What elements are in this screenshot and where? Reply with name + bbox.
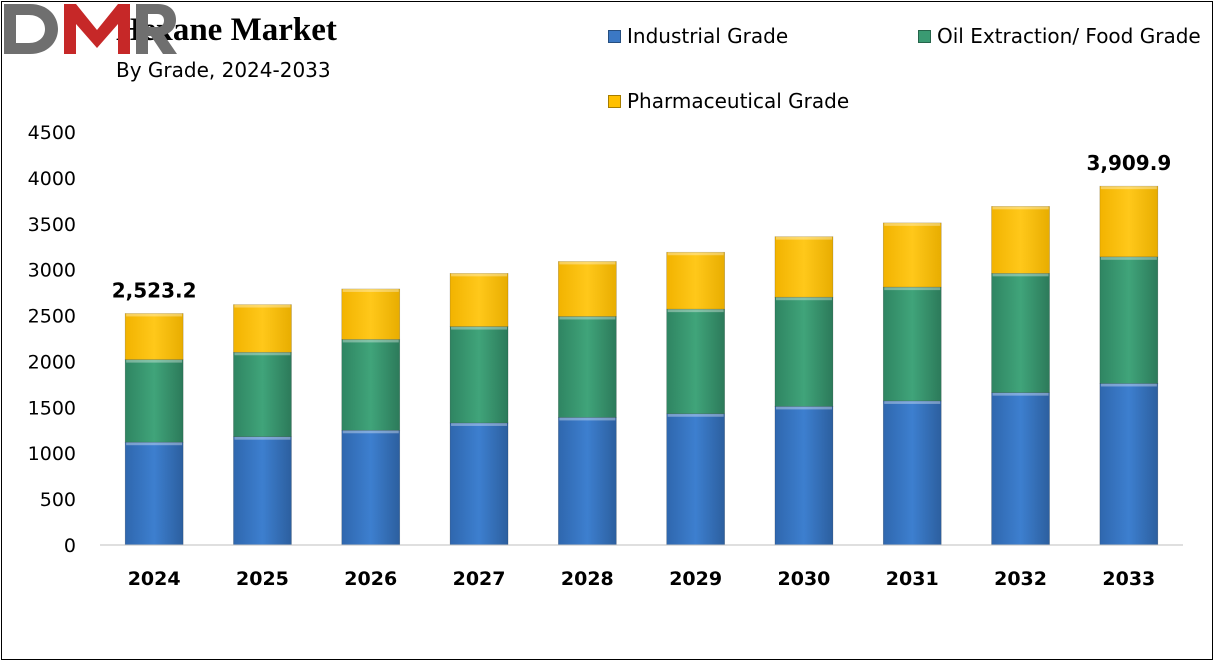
legend-item-pharma: Pharmaceutical Grade [608, 89, 849, 113]
bar-pharma-2030 [774, 236, 834, 298]
x-tick-label: 2029 [669, 568, 722, 590]
bar-industrial-2026 [341, 429, 401, 546]
bar-oil-food-2031 [882, 286, 942, 402]
bar-pharma-2033 [1099, 185, 1159, 258]
bar-pharma-2026 [341, 288, 401, 340]
x-tick-label: 2033 [1102, 568, 1155, 590]
legend-swatch-pharma [608, 94, 621, 108]
dmr-logo [4, 4, 177, 54]
bar-oil-food-2029 [666, 308, 725, 415]
bar-bevel-industrial-2033 [1100, 383, 1157, 387]
data-label-2024: 2,523.2 [112, 278, 197, 302]
y-tick-label: 500 [40, 489, 76, 511]
x-tick-label: 2026 [344, 568, 397, 590]
bar-bevel-pharma-2029 [667, 252, 724, 256]
bar-bevel-industrial-2032 [992, 392, 1049, 396]
legend-label-pharma: Pharmaceutical Grade [627, 89, 850, 113]
bar-bevel-industrial-2030 [775, 406, 832, 410]
y-tick-label: 1000 [28, 443, 76, 465]
bar-oil-food-2024 [124, 359, 184, 443]
bar-bevel-industrial-2024 [126, 442, 183, 446]
legend-label-industrial: Industrial Grade [627, 24, 789, 48]
x-tick-label: 2027 [453, 568, 506, 590]
bar-bevel-oil-food-2032 [992, 273, 1049, 277]
bar-bevel-pharma-2026 [342, 288, 399, 292]
bar-bevel-pharma-2030 [775, 236, 832, 240]
bar-bevel-oil-food-2033 [1100, 256, 1157, 260]
bar-pharma-2024 [124, 313, 184, 360]
bar-oil-food-2032 [991, 273, 1050, 393]
bars [124, 185, 1159, 546]
bar-oil-food-2027 [449, 326, 509, 424]
legend-item-oil-food: Oil Extraction/ Food Grade [918, 24, 1201, 48]
bar-oil-food-2030 [774, 296, 834, 407]
bar-industrial-2024 [124, 441, 184, 546]
legend-item-industrial: Industrial Grade [608, 24, 788, 48]
bar-industrial-2025 [233, 436, 292, 546]
annotations: 2,523.2 3,909.9 [112, 151, 1171, 302]
bar-bevel-pharma-2032 [992, 206, 1049, 210]
legend-label-oil-food: Oil Extraction/ Food Grade [937, 24, 1201, 48]
bar-bevel-pharma-2027 [451, 273, 508, 277]
bar-bevel-industrial-2028 [559, 417, 616, 421]
bar-bevel-industrial-2026 [342, 430, 399, 434]
y-tick-label: 4000 [28, 168, 76, 190]
y-tick-label: 3000 [28, 260, 76, 282]
bar-pharma-2031 [882, 222, 942, 288]
bar-oil-food-2026 [341, 339, 401, 431]
bar-bevel-oil-food-2027 [451, 326, 508, 330]
bar-pharma-2029 [666, 251, 725, 310]
bar-bevel-industrial-2027 [451, 422, 508, 426]
bar-pharma-2027 [449, 273, 509, 327]
bar-industrial-2031 [882, 400, 942, 546]
bar-bevel-oil-food-2031 [884, 287, 941, 291]
bar-bevel-oil-food-2028 [559, 316, 616, 320]
bar-industrial-2027 [449, 422, 509, 546]
bar-bevel-oil-food-2030 [775, 297, 832, 301]
y-tick-label: 2500 [28, 306, 76, 328]
bar-bevel-pharma-2028 [559, 261, 616, 265]
y-tick-label: 1500 [28, 397, 76, 419]
bar-bevel-oil-food-2024 [126, 359, 183, 363]
bar-bevel-industrial-2025 [234, 436, 291, 440]
bar-bevel-oil-food-2025 [234, 352, 291, 356]
bar-pharma-2025 [233, 304, 292, 353]
x-tick-label: 2031 [886, 568, 939, 590]
legend-swatch-industrial [608, 29, 621, 43]
bar-pharma-2032 [991, 206, 1050, 274]
y-tick-label: 2000 [28, 351, 76, 373]
bar-bevel-industrial-2031 [884, 400, 941, 404]
chart-subtitle: By Grade, 2024-2033 [116, 58, 331, 82]
x-tick-label: 2032 [994, 568, 1047, 590]
legend-swatch-oil-food [918, 29, 931, 43]
bar-bevel-pharma-2024 [126, 313, 183, 317]
x-tick-label: 2030 [778, 568, 831, 590]
y-tick-label: 0 [64, 535, 76, 557]
bar-bevel-pharma-2033 [1100, 186, 1157, 190]
bar-oil-food-2025 [233, 351, 292, 438]
bar-bevel-industrial-2029 [667, 413, 724, 417]
x-axis: 2024 2025 2026 2027 2028 2029 2030 2031 2032 2033 [100, 544, 1183, 590]
bar-oil-food-2028 [558, 316, 617, 418]
bar-industrial-2033 [1099, 383, 1159, 546]
bar-oil-food-2033 [1099, 256, 1159, 384]
data-label-2033: 3,909.9 [1086, 151, 1171, 175]
y-axis: 0 500 1000 1500 2000 2500 3000 3500 4000 4500 [28, 122, 76, 557]
bar-pharma-2028 [558, 261, 617, 317]
bar-bevel-pharma-2025 [234, 304, 291, 308]
x-tick-label: 2028 [561, 568, 614, 590]
bar-bevel-pharma-2031 [884, 222, 941, 226]
x-tick-label: 2024 [128, 568, 181, 590]
x-tick-label: 2025 [236, 568, 289, 590]
bar-industrial-2030 [774, 406, 834, 546]
bar-industrial-2029 [666, 413, 725, 546]
bar-bevel-oil-food-2026 [342, 339, 399, 343]
bar-industrial-2032 [991, 392, 1050, 546]
bar-industrial-2028 [558, 417, 617, 546]
bar-bevel-oil-food-2029 [667, 309, 724, 313]
y-tick-label: 4500 [28, 122, 76, 144]
y-tick-label: 3500 [28, 214, 76, 236]
